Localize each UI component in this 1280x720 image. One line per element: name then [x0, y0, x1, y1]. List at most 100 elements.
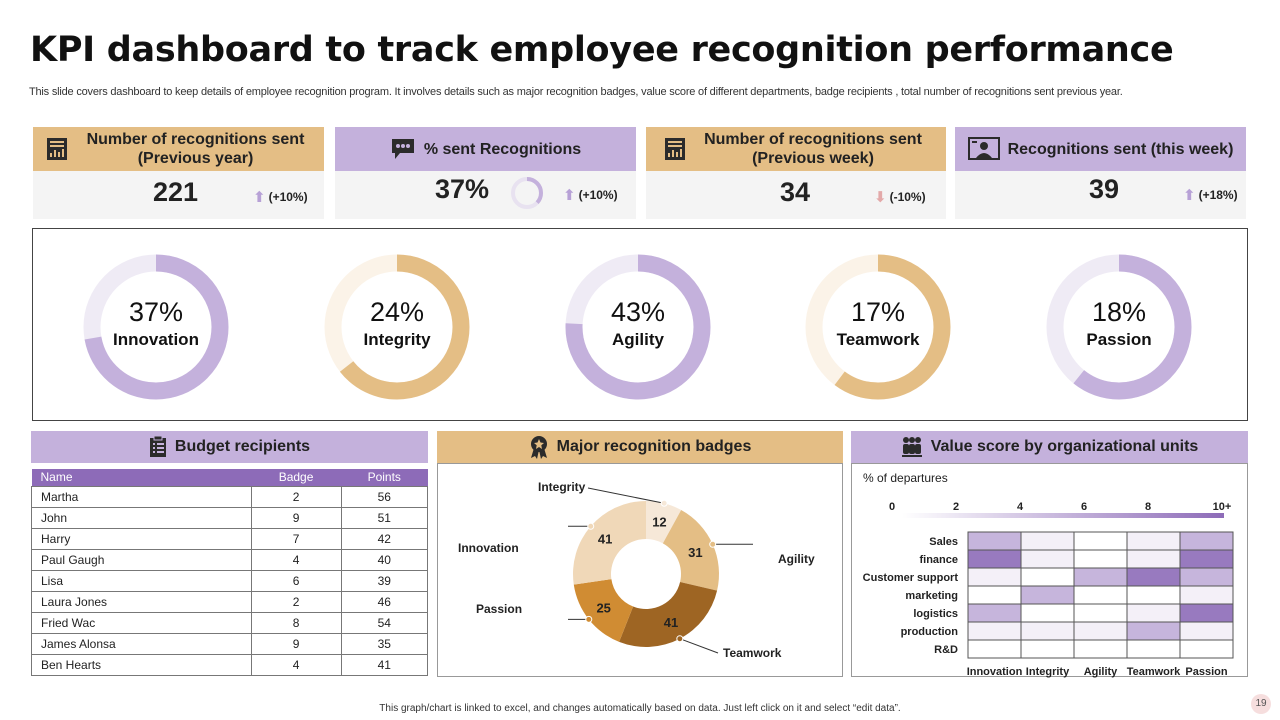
donut-arc — [565, 254, 711, 400]
points-cell: 46 — [340, 590, 429, 613]
heatmap-column-label: Innovation — [967, 666, 1023, 678]
kpi-body: 37% ⬆ (+10%) — [335, 171, 636, 219]
heatmap-cell — [1179, 585, 1234, 605]
group-people-icon — [901, 437, 922, 457]
badge-cell: 9 — [250, 632, 342, 655]
badge-cell: 4 — [250, 548, 342, 571]
heatmap-cell — [1126, 549, 1181, 569]
badge-leader-dot — [676, 635, 684, 643]
values-donut-panel: 37% Innovation 24% Integrity 43% Agility… — [32, 228, 1248, 421]
donut-innovation: 37% Innovation — [82, 253, 230, 401]
major-badges-panel: 12 Integrity 31 Agility 41 Teamwork 25 Passion 4… — [437, 463, 843, 677]
kpi-value: 39 — [1089, 174, 1120, 204]
badge-category-label: Passion — [476, 602, 522, 616]
kpi-body: 221 ⬆ (+10%) — [33, 171, 324, 219]
recipient-name-cell: James Alonsa — [31, 632, 252, 655]
kpi-card-this-week: Recognitions sent (this week) 39 ⬆ (+18%… — [955, 127, 1246, 219]
kpi-change: ⬆ (+10%) — [563, 186, 618, 204]
heatmap-cell — [1126, 621, 1181, 641]
table-row: Martha 2 56 — [31, 485, 429, 508]
heatmap-cell — [967, 549, 1022, 569]
donut-label: Innovation — [113, 330, 199, 349]
badge-cell: 6 — [250, 569, 342, 592]
heatmap-cell — [1073, 549, 1128, 569]
kpi-value: 37% — [435, 174, 490, 204]
kpi-change: ⬇ (-10%) — [874, 188, 926, 206]
heatmap-cell — [967, 621, 1022, 641]
points-cell: 40 — [340, 548, 429, 571]
badge-cell: 7 — [250, 527, 342, 550]
donut-arc — [805, 254, 951, 400]
badge-slice-agility — [662, 510, 719, 591]
heatmap-row-label: Sales — [929, 536, 958, 548]
kpi-body: 34 ⬇ (-10%) — [646, 171, 946, 219]
legend-tick: 2 — [953, 501, 959, 513]
points-cell: 54 — [340, 611, 429, 634]
donut-label: Teamwork — [836, 330, 920, 349]
heatmap-row-label: finance — [919, 554, 958, 566]
heatmap-cell — [1020, 603, 1075, 623]
heatmap-cell — [1020, 549, 1075, 569]
kpi-header: Number of recognitions sent (Previous we… — [646, 127, 946, 171]
arrow-up-icon: ⬆ — [1183, 187, 1196, 204]
badge-slice-value: 12 — [652, 515, 666, 530]
table-row: James Alonsa 9 35 — [31, 632, 429, 655]
donut-percent: 18% — [1091, 297, 1147, 327]
heatmap-cell — [1073, 531, 1128, 551]
legend-gradient-bar — [902, 513, 1224, 518]
donut-percent: 37% — [128, 297, 184, 327]
kpi-card-sent-recognitions: % sent Recognitions 37% ⬆ (+10%) — [335, 127, 636, 219]
recipient-name-cell: Harry — [31, 527, 252, 550]
donut-label: Integrity — [363, 330, 431, 349]
table-header-row: Name Badge Points — [31, 469, 428, 486]
badge-slice-innovation — [573, 501, 646, 585]
recipient-name-cell: John — [31, 506, 252, 529]
badge-slice-teamwork — [619, 581, 718, 647]
kpi-header: Recognitions sent (this week) — [955, 127, 1246, 171]
heatmap-cell — [967, 585, 1022, 605]
heatmap-cell — [1020, 567, 1075, 587]
heatmap-cell — [1179, 549, 1234, 569]
badge-leader-dot — [587, 522, 595, 530]
heatmap-row-label: marketing — [905, 590, 958, 602]
kpi-progress-ring — [511, 177, 543, 209]
arrow-down-icon: ⬇ — [874, 189, 887, 206]
badge-slice-value: 25 — [596, 601, 610, 616]
page-title: KPI dashboard to track employee recognit… — [30, 30, 1174, 70]
heatmap-cell — [1179, 531, 1234, 551]
donut-passion: 18% Passion — [1045, 253, 1193, 401]
column-header: Badge — [251, 469, 342, 486]
recipient-name-cell: Fried Wac — [31, 611, 252, 634]
legend-tick: 0 — [889, 501, 895, 513]
value-score-panel: % of departures 0 2 4 6 8 10+ Sales finance Custo… — [851, 463, 1248, 678]
badge-cell: 2 — [250, 485, 342, 508]
panel-title: Major recognition badges — [556, 438, 752, 455]
heatmap-row-label: Customer support — [863, 572, 959, 584]
heatmap-cell — [1126, 603, 1181, 623]
budget-recipients-table: Name Badge Points Martha 2 56 John 9 51 Harry 7… — [31, 469, 429, 676]
page-subtitle: This slide covers dashboard to keep deta… — [29, 86, 1123, 98]
heatmap-cell — [1073, 639, 1128, 659]
donut-arc — [324, 254, 470, 400]
heatmap-column-label: Integrity — [1026, 666, 1070, 678]
points-cell: 39 — [340, 569, 429, 592]
value-score-heatmap: % of departures 0 2 4 6 8 10+ Sales finance Custo… — [863, 471, 1234, 678]
heatmap-cell — [967, 567, 1022, 587]
heatmap-cell — [1073, 603, 1128, 623]
kpi-value: 34 — [780, 177, 811, 207]
heatmap-cell — [1179, 621, 1234, 641]
legend-tick: 8 — [1145, 501, 1151, 513]
badge-leader-line — [679, 638, 719, 654]
heatmap-column-label: Teamwork — [1127, 666, 1181, 678]
heatmap-cell — [1126, 585, 1181, 605]
donut-agility: 43% Agility — [564, 253, 712, 401]
heatmap-cell — [1126, 531, 1181, 551]
heatmap-cell — [1126, 639, 1181, 659]
donut-arc — [1046, 254, 1192, 400]
heatmap-cell — [967, 639, 1022, 659]
recipient-name-cell: Paul Gaugh — [31, 548, 252, 571]
donut-label: Agility — [612, 330, 664, 349]
budget-recipients-header: Budget recipients — [31, 431, 428, 463]
badge-leader-dot — [660, 499, 668, 507]
arrow-up-icon: ⬆ — [253, 189, 266, 206]
